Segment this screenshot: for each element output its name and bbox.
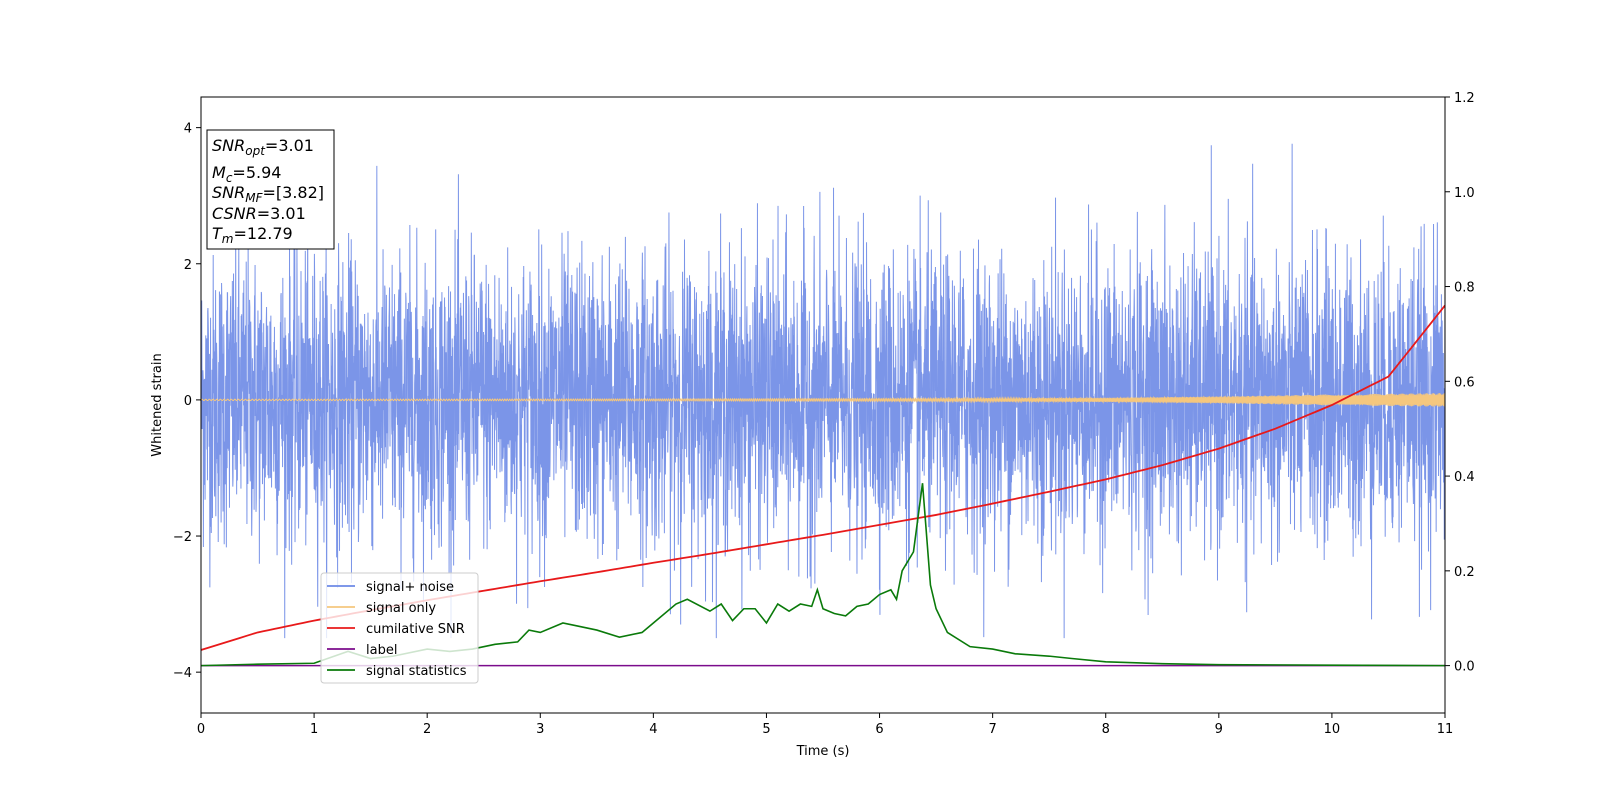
y2-tick-label: 0.2 [1454,565,1475,580]
series-signal-noise-line [201,143,1445,639]
ann-snr-mf: SNRMF=[3.82] [212,183,324,205]
annotation-box: SNRopt=3.01 Mc=5.94 SNRMF=[3.82] CSNR=3.… [206,129,335,250]
legend-label: label [366,643,397,658]
ann-csnr: CSNR=3.01 [212,204,306,223]
y2-tick-label: 0.8 [1454,281,1475,296]
y-tick-label: −2 [173,530,192,545]
legend-label: signal statistics [366,664,467,679]
y-axis-ticks: 4 2 0 −2 −4 [173,122,201,681]
y2-tick-label: 0.4 [1454,470,1475,485]
y-tick-label: −4 [173,666,192,681]
series-signal-statistics-line [201,483,1445,667]
plot-frame [200,96,1446,714]
x-tick-label: 9 [1215,722,1223,737]
x-tick-label: 8 [1102,722,1110,737]
legend: signal+ noise signal only cumilative SNR la… [320,572,479,684]
x-tick-label: 1 [310,722,318,737]
y2-tick-label: 0.0 [1454,660,1475,675]
y-axis-label: Whitened strain [150,353,165,456]
x-tick-label: 4 [649,722,657,737]
legend-label: signal only [366,601,436,616]
y2-tick-label: 1.2 [1454,91,1475,106]
y-tick-label: 2 [184,258,192,273]
y2-tick-label: 0.6 [1454,375,1475,390]
series-signal-only-line [201,393,1445,407]
y-tick-label: 4 [184,122,192,137]
x-tick-label: 5 [762,722,770,737]
x-tick-label: 7 [988,722,996,737]
x-tick-label: 3 [536,722,544,737]
y2-tick-label: 1.0 [1454,186,1475,201]
ann-tm: Tm=12.79 [212,224,293,246]
x-axis-label: Time (s) [796,744,850,759]
x-tick-label: 2 [423,722,431,737]
legend-label: cumilative SNR [366,622,465,637]
x-tick-label: 10 [1324,722,1341,737]
legend-label: signal+ noise [366,580,454,595]
ann-mc: Mc=5.94 [212,163,281,185]
ann-snr-opt: SNRopt=3.01 [212,136,314,158]
x-tick-label: 11 [1437,722,1454,737]
y2-axis-ticks: 1.2 1.0 0.8 0.6 0.4 0.2 0.0 [1445,91,1475,675]
x-tick-label: 6 [875,722,883,737]
x-tick-label: 0 [197,722,205,737]
y-tick-label: 0 [184,394,192,409]
x-axis-ticks: 0 1 2 3 4 5 6 7 8 9 10 11 [197,713,1453,737]
